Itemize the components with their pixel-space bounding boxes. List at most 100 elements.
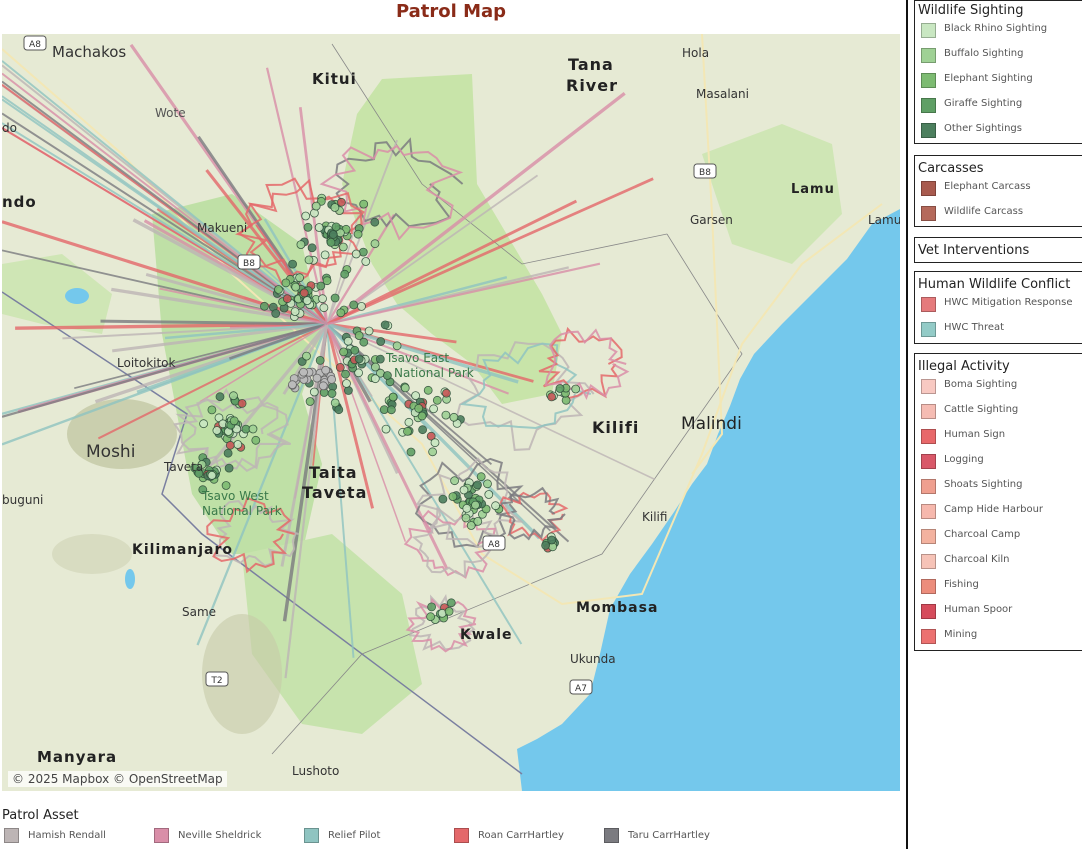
sighting-marker[interactable]: [229, 416, 239, 426]
legend-item-wildlife-carcass[interactable]: Wildlife Carcass: [915, 203, 1082, 228]
sighting-marker[interactable]: [338, 242, 348, 252]
sighting-marker[interactable]: [364, 326, 374, 336]
sighting-marker[interactable]: [330, 398, 340, 408]
sighting-marker[interactable]: [370, 362, 380, 372]
legend-item-giraffe[interactable]: Giraffe Sighting: [915, 95, 1082, 120]
sighting-marker[interactable]: [328, 230, 338, 239]
sighting-marker[interactable]: [388, 392, 398, 402]
sighting-marker[interactable]: [248, 424, 258, 434]
sighting-marker[interactable]: [441, 388, 451, 398]
sighting-marker[interactable]: [448, 492, 458, 502]
sighting-marker[interactable]: [282, 294, 292, 304]
sighting-marker[interactable]: [357, 301, 366, 311]
sighting-marker[interactable]: [215, 392, 225, 402]
sighting-marker[interactable]: [311, 201, 321, 211]
sighting-marker[interactable]: [404, 417, 414, 427]
sighting-marker[interactable]: [446, 598, 456, 608]
sighting-marker[interactable]: [376, 337, 386, 346]
sighting-marker[interactable]: [309, 387, 319, 397]
sighting-marker[interactable]: [484, 490, 494, 499]
sighting-marker[interactable]: [392, 341, 402, 351]
sighting-marker[interactable]: [555, 384, 565, 393]
sighting-marker[interactable]: [339, 347, 349, 357]
legend-item-human-spoor[interactable]: Human Spoor: [915, 601, 1082, 626]
sighting-marker[interactable]: [224, 463, 234, 473]
legend-item-other[interactable]: Other Sightings: [915, 120, 1082, 145]
sighting-marker[interactable]: [314, 223, 324, 232]
sighting-marker[interactable]: [444, 607, 454, 616]
sighting-marker[interactable]: [370, 239, 380, 249]
sighting-marker[interactable]: [349, 300, 359, 310]
legend-item-black-rhino[interactable]: Black Rhino Sighting: [915, 20, 1082, 45]
legend-item-human-sign[interactable]: Human Sign: [915, 426, 1082, 451]
sighting-marker[interactable]: [361, 257, 371, 266]
legend-item-hwc-threat[interactable]: HWC Threat: [915, 319, 1082, 344]
map-canvas[interactable]: Machakos Kitui Tana River Hola Masalani Wote do…: [2, 34, 900, 791]
sighting-marker[interactable]: [212, 426, 222, 435]
sighting-marker[interactable]: [225, 440, 235, 450]
sighting-marker[interactable]: [223, 448, 233, 458]
sighting-marker[interactable]: [381, 424, 391, 434]
sighting-marker[interactable]: [312, 373, 322, 383]
sighting-marker[interactable]: [336, 308, 346, 318]
sighting-marker[interactable]: [417, 411, 427, 421]
sighting-marker[interactable]: [281, 278, 291, 288]
sighting-marker[interactable]: [271, 309, 281, 318]
sighting-marker[interactable]: [461, 513, 471, 523]
legend-item-camp-hide[interactable]: Camp Hide Harbour: [915, 501, 1082, 526]
sighting-marker[interactable]: [302, 351, 311, 361]
sighting-marker[interactable]: [386, 405, 396, 415]
sighting-marker[interactable]: [350, 345, 360, 355]
sighting-marker[interactable]: [335, 362, 345, 372]
sighting-marker[interactable]: [430, 438, 440, 448]
legend-item-mining[interactable]: Mining: [915, 626, 1082, 651]
sighting-marker[interactable]: [354, 331, 364, 341]
sighting-marker[interactable]: [316, 281, 326, 291]
sighting-marker[interactable]: [571, 384, 581, 394]
sighting-marker[interactable]: [315, 355, 325, 365]
sighting-marker[interactable]: [290, 307, 300, 317]
sighting-marker[interactable]: [471, 500, 480, 510]
sighting-marker[interactable]: [459, 485, 469, 495]
sighting-marker[interactable]: [327, 374, 337, 384]
sighting-marker[interactable]: [229, 391, 238, 401]
sighting-marker[interactable]: [340, 269, 350, 279]
sighting-marker[interactable]: [322, 276, 332, 286]
sighting-marker[interactable]: [541, 540, 550, 550]
sighting-marker[interactable]: [274, 285, 283, 294]
sighting-marker[interactable]: [547, 535, 557, 545]
sighting-marker[interactable]: [359, 337, 369, 347]
sighting-marker[interactable]: [299, 288, 309, 298]
sighting-marker[interactable]: [287, 380, 297, 390]
sighting-marker[interactable]: [354, 354, 364, 364]
sighting-marker[interactable]: [207, 405, 217, 415]
sighting-marker[interactable]: [450, 476, 460, 486]
sighting-marker[interactable]: [432, 395, 442, 405]
sighting-marker[interactable]: [370, 374, 380, 384]
sighting-marker[interactable]: [354, 368, 364, 378]
sighting-marker[interactable]: [291, 282, 301, 292]
sighting-marker[interactable]: [429, 404, 439, 414]
sighting-marker[interactable]: [221, 481, 231, 490]
sighting-marker[interactable]: [331, 222, 341, 232]
sighting-marker[interactable]: [476, 472, 486, 482]
sighting-marker[interactable]: [330, 293, 340, 303]
map-attribution[interactable]: © 2025 Mapbox © OpenStreetMap: [8, 771, 227, 787]
sighting-marker[interactable]: [343, 336, 353, 346]
sighting-marker[interactable]: [403, 426, 412, 436]
sighting-marker[interactable]: [466, 521, 476, 530]
patrol-map[interactable]: Machakos Kitui Tana River Hola Masalani Wote do…: [2, 34, 900, 791]
sighting-marker[interactable]: [418, 425, 428, 435]
sighting-marker[interactable]: [194, 468, 204, 478]
sighting-marker[interactable]: [198, 485, 208, 495]
sighting-marker[interactable]: [334, 405, 344, 415]
sighting-marker[interactable]: [427, 602, 437, 612]
legend-item-boma[interactable]: Boma Sighting: [915, 376, 1082, 401]
sighting-marker[interactable]: [318, 381, 328, 391]
sighting-marker[interactable]: [288, 259, 298, 269]
sighting-marker[interactable]: [370, 217, 380, 227]
sighting-marker[interactable]: [197, 460, 207, 469]
sighting-marker[interactable]: [483, 479, 492, 489]
sighting-marker[interactable]: [359, 199, 369, 209]
sighting-marker[interactable]: [341, 369, 350, 379]
